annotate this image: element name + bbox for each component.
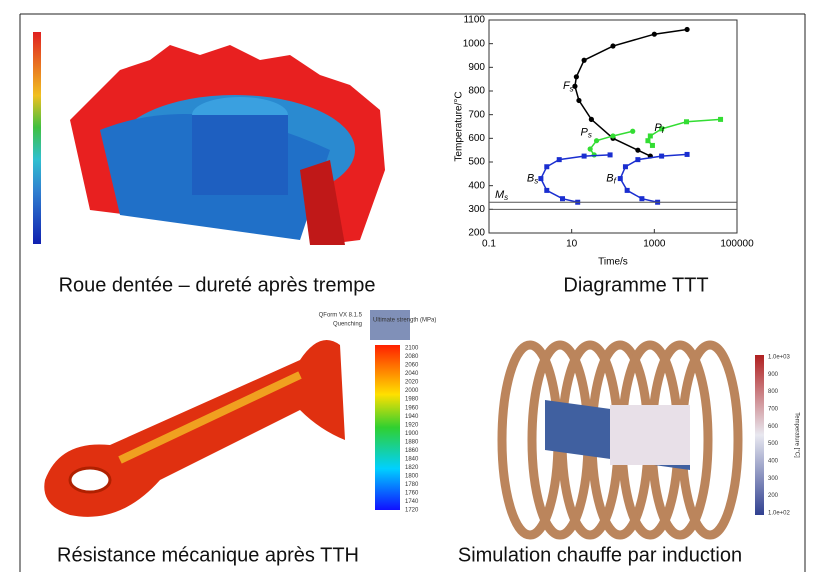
y-tick-label: 1000 (463, 38, 486, 49)
point (618, 176, 623, 181)
point (576, 98, 581, 103)
caption: Roue dentée – dureté après trempe (59, 274, 376, 296)
scale-label: 900 (768, 372, 779, 378)
scale-label: 700 (768, 407, 779, 413)
point (684, 119, 689, 124)
point (608, 152, 613, 157)
y-tick-label: 800 (468, 86, 485, 97)
point (560, 196, 565, 201)
scale-label: 400 (768, 459, 779, 465)
page: 200 300 400 500 600 700 800 900 1000 1100 0.1 10 100… (0, 0, 816, 572)
scale-label: 1800 (405, 473, 419, 479)
x-tick-label: 0.1 (482, 239, 496, 250)
point (610, 133, 615, 138)
point (544, 188, 549, 193)
scale-label: 1960 (405, 405, 419, 411)
point (684, 27, 689, 32)
point (625, 188, 630, 193)
point (623, 164, 628, 169)
series-line (541, 155, 610, 202)
point (610, 43, 615, 48)
series-label: Bf (606, 172, 616, 185)
header: Quenching (333, 322, 362, 328)
y-tick-label: 900 (468, 62, 485, 73)
series-label: Fs (563, 80, 574, 93)
point (588, 146, 593, 151)
scale-label: 1900 (405, 431, 419, 437)
point (639, 196, 644, 201)
scale-label: 300 (768, 476, 779, 482)
y-tick-label: 600 (468, 133, 485, 144)
scale-label: 1980 (405, 397, 419, 403)
scale-label: 1880 (405, 439, 419, 445)
point (582, 154, 587, 159)
scale-label: 1860 (405, 448, 419, 454)
point (650, 143, 655, 148)
point (538, 176, 543, 181)
header: QForm VX 8.1.5 (319, 313, 363, 319)
point (685, 152, 690, 157)
gear-image (33, 32, 385, 245)
point (630, 129, 635, 134)
y-tick-label: 300 (468, 204, 485, 215)
scale-label: 2060 (405, 363, 419, 369)
scale-label: 1940 (405, 414, 419, 420)
scale-label: 1.0e+03 (768, 355, 791, 361)
x-tick-label: 1000 (643, 239, 666, 250)
point (574, 74, 579, 79)
scale-label: 800 (768, 389, 779, 395)
x-axis-label: Time/s (598, 257, 628, 268)
series-label: Bs (527, 172, 538, 185)
rod-image (44, 310, 410, 517)
caption: Simulation chauffe par induction (458, 544, 742, 566)
scale-label: 2040 (405, 371, 419, 377)
scale-label: 1840 (405, 456, 419, 462)
scale-label: 1.0e+02 (768, 511, 791, 517)
point (582, 58, 587, 63)
scale-label: 200 (768, 493, 779, 499)
scale-label: 2000 (405, 388, 419, 394)
y-axis-label: Temperature/°C (454, 91, 465, 161)
scale-label: 2100 (405, 346, 419, 352)
point (659, 154, 664, 159)
x-tick-label: 100000 (720, 239, 754, 250)
point (635, 148, 640, 153)
scale-label: 1820 (405, 465, 419, 471)
point (557, 157, 562, 162)
scale-label: 500 (768, 441, 779, 447)
chart: 200 300 400 500 600 700 800 900 1000 1100 0.1 10 100… (454, 15, 754, 268)
point (589, 117, 594, 122)
scale-label: 1780 (405, 482, 419, 488)
y-tick-label: 500 (468, 157, 485, 168)
scale-label: 1920 (405, 422, 419, 428)
scale-label: 600 (768, 424, 779, 430)
point (718, 117, 723, 122)
series-label: Ps (581, 127, 592, 140)
scale-label: 2080 (405, 354, 419, 360)
point (645, 138, 650, 143)
y-tick-label: 700 (468, 109, 485, 120)
caption: Diagramme TTT (563, 274, 708, 296)
x-tick-label: 10 (566, 239, 578, 250)
scale-title: Ultimate strength (MPa) (373, 318, 436, 324)
point (544, 164, 549, 169)
scale-label: 2020 (405, 380, 419, 386)
scale-label: 1760 (405, 491, 419, 497)
scale-label: 1720 (405, 508, 419, 514)
y-tick-label: 200 (468, 228, 485, 239)
point (635, 157, 640, 162)
series-label: Ms (495, 189, 508, 202)
point (594, 138, 599, 143)
series-line (620, 154, 687, 202)
scale-title: Temperature [°C] (793, 412, 799, 458)
point (652, 32, 657, 37)
y-tick-label: 1100 (463, 15, 485, 26)
y-tick-label: 400 (468, 180, 485, 191)
series-label: Pf (654, 122, 664, 135)
caption: Résistance mécanique après TTH (57, 544, 359, 566)
scale-label: 1740 (405, 499, 419, 505)
point (648, 133, 653, 138)
